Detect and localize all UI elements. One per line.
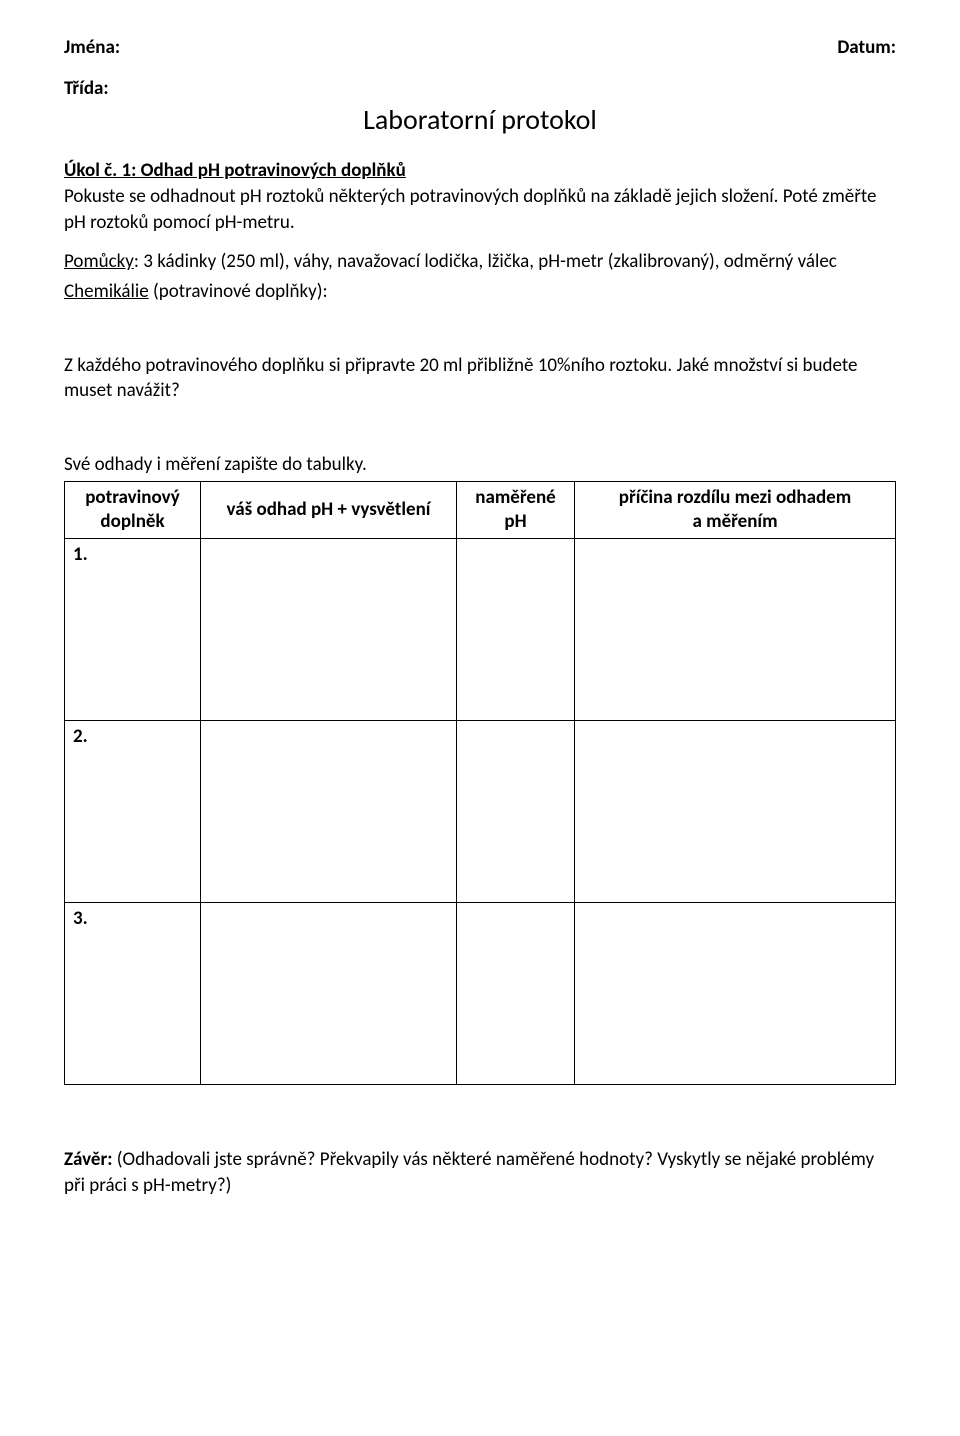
results-table: potravinový doplněk váš odhad pH + vysvě…	[64, 481, 896, 1085]
col-header-reason: příčina rozdílu mezi odhadem a měřením	[575, 482, 896, 539]
cell-estimate[interactable]	[201, 902, 457, 1084]
class-label: Třída:	[64, 77, 896, 100]
conclusion-label: Závěr:	[64, 1148, 112, 1171]
tools-label: Pomůcky	[64, 250, 134, 273]
row-number: 3.	[65, 902, 201, 1084]
cell-measured[interactable]	[457, 720, 575, 902]
names-label: Jména:	[64, 36, 120, 59]
tools-line: Pomůcky: 3 kádinky (250 ml), váhy, navaž…	[64, 249, 896, 275]
date-label: Datum:	[837, 36, 896, 59]
chemicals-line: Chemikálie (potravinové doplňky):	[64, 279, 896, 305]
table-header-row: potravinový doplněk váš odhad pH + vysvě…	[65, 482, 896, 539]
cell-reason[interactable]	[575, 538, 896, 720]
table-row: 3.	[65, 902, 896, 1084]
table-intro: Své odhady i měření zapište do tabulky.	[64, 452, 896, 478]
col-header-measured: naměřené pH	[457, 482, 575, 539]
cell-measured[interactable]	[457, 902, 575, 1084]
task-intro: Pokuste se odhadnout pH roztoků některýc…	[64, 184, 896, 235]
col-header-text: pH	[504, 510, 526, 533]
header-row: Jména: Datum:	[64, 36, 896, 59]
col-header-text: a měřením	[692, 510, 777, 533]
tools-text: : 3 kádinky (250 ml), váhy, navažovací l…	[134, 250, 837, 273]
row-number: 1.	[65, 538, 201, 720]
cell-estimate[interactable]	[201, 720, 457, 902]
cell-reason[interactable]	[575, 720, 896, 902]
col-header-text: naměřené	[475, 486, 555, 509]
cell-estimate[interactable]	[201, 538, 457, 720]
col-header-text: doplněk	[100, 510, 164, 533]
page-title: Laboratorní protokol	[64, 102, 896, 137]
chemicals-text: (potravinové doplňky):	[149, 280, 328, 303]
conclusion: Závěr: (Odhadovali jste správně? Překvap…	[64, 1147, 896, 1198]
prep-text: Z každého potravinového doplňku si připr…	[64, 353, 896, 404]
page: Jména: Datum: Třída: Laboratorní protoko…	[0, 0, 960, 1436]
table-row: 1.	[65, 538, 896, 720]
col-header-text: příčina rozdílu mezi odhadem	[619, 486, 851, 509]
conclusion-text: (Odhadovali jste správně? Překvapily vás…	[64, 1148, 874, 1197]
cell-reason[interactable]	[575, 902, 896, 1084]
task-heading: Úkol č. 1: Odhad pH potravinových doplňk…	[64, 159, 896, 182]
chemicals-label: Chemikálie	[64, 280, 149, 303]
col-header-text: potravinový	[85, 486, 180, 509]
col-header-estimate: váš odhad pH + vysvětlení	[201, 482, 457, 539]
col-header-supplement: potravinový doplněk	[65, 482, 201, 539]
cell-measured[interactable]	[457, 538, 575, 720]
table-row: 2.	[65, 720, 896, 902]
row-number: 2.	[65, 720, 201, 902]
